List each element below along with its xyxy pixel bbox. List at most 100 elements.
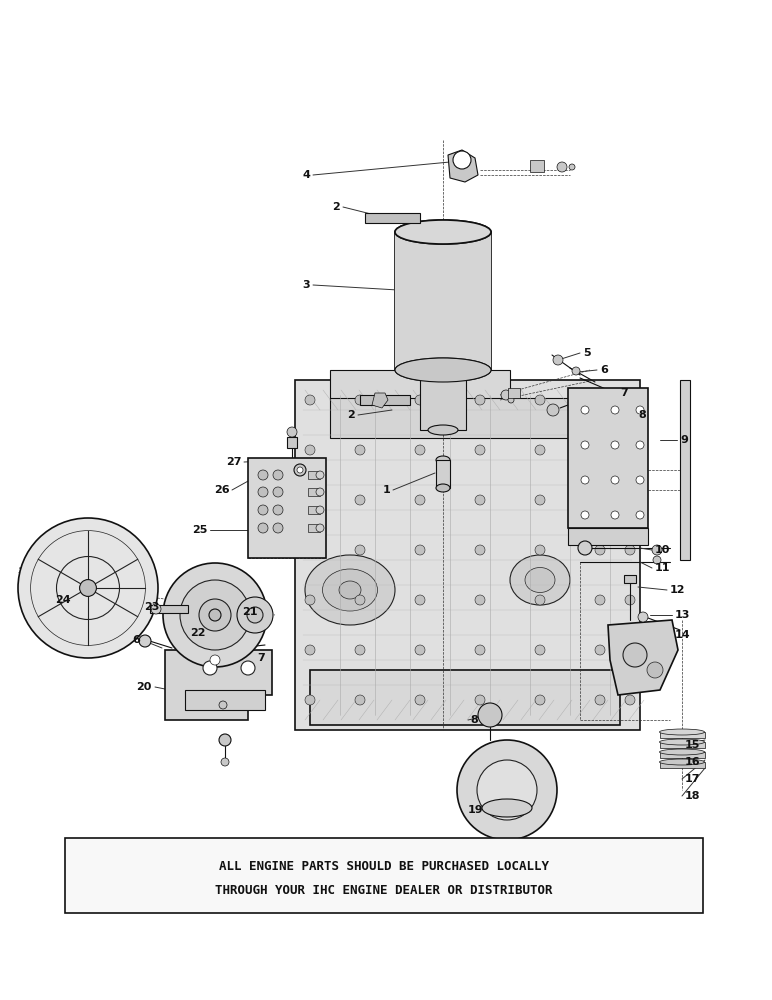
Text: 2: 2 bbox=[332, 202, 340, 212]
Ellipse shape bbox=[323, 569, 378, 611]
Text: ALL ENGINE PARTS SHOULD BE PURCHASED LOCALLY: ALL ENGINE PARTS SHOULD BE PURCHASED LOC… bbox=[219, 860, 549, 873]
Circle shape bbox=[595, 495, 605, 505]
Ellipse shape bbox=[510, 555, 570, 605]
Circle shape bbox=[415, 595, 425, 605]
Circle shape bbox=[151, 604, 161, 614]
Circle shape bbox=[625, 695, 635, 705]
Circle shape bbox=[355, 645, 365, 655]
Circle shape bbox=[535, 695, 545, 705]
Circle shape bbox=[219, 701, 227, 709]
Circle shape bbox=[625, 545, 635, 555]
Circle shape bbox=[305, 545, 315, 555]
Circle shape bbox=[305, 695, 315, 705]
Circle shape bbox=[273, 505, 283, 515]
Circle shape bbox=[199, 599, 231, 631]
Circle shape bbox=[316, 471, 324, 479]
Circle shape bbox=[581, 476, 589, 484]
Circle shape bbox=[453, 151, 471, 169]
Text: 6: 6 bbox=[132, 635, 140, 645]
Bar bbox=[330, 398, 610, 438]
Bar bbox=[680, 380, 690, 560]
Circle shape bbox=[557, 162, 567, 172]
Ellipse shape bbox=[436, 484, 450, 492]
Circle shape bbox=[611, 511, 619, 519]
Circle shape bbox=[478, 703, 502, 727]
Circle shape bbox=[581, 406, 589, 414]
Ellipse shape bbox=[395, 220, 491, 244]
Ellipse shape bbox=[428, 425, 458, 435]
Circle shape bbox=[273, 487, 283, 497]
Ellipse shape bbox=[395, 220, 491, 244]
Circle shape bbox=[247, 607, 263, 623]
Text: 17: 17 bbox=[685, 774, 700, 784]
Circle shape bbox=[222, 645, 232, 655]
Circle shape bbox=[241, 661, 255, 675]
Ellipse shape bbox=[659, 729, 705, 735]
Bar bbox=[568, 388, 648, 528]
Circle shape bbox=[595, 395, 605, 405]
Ellipse shape bbox=[659, 739, 705, 745]
Bar bbox=[530, 160, 544, 172]
Circle shape bbox=[203, 661, 217, 675]
Bar bbox=[660, 762, 705, 768]
Bar bbox=[308, 506, 320, 514]
Circle shape bbox=[475, 645, 485, 655]
Bar bbox=[330, 370, 510, 400]
Bar bbox=[360, 395, 410, 405]
Circle shape bbox=[475, 495, 485, 505]
Circle shape bbox=[595, 595, 605, 605]
Ellipse shape bbox=[482, 799, 532, 817]
Text: 7: 7 bbox=[620, 388, 628, 398]
Circle shape bbox=[415, 695, 425, 705]
Circle shape bbox=[595, 445, 605, 455]
Text: 3: 3 bbox=[303, 280, 310, 290]
Text: 10: 10 bbox=[655, 545, 670, 555]
Text: 27: 27 bbox=[226, 457, 242, 467]
Polygon shape bbox=[372, 393, 388, 408]
Circle shape bbox=[457, 740, 557, 840]
Text: 25: 25 bbox=[193, 525, 208, 535]
Circle shape bbox=[475, 545, 485, 555]
Text: 6: 6 bbox=[600, 365, 608, 375]
Bar bbox=[436, 460, 450, 488]
Ellipse shape bbox=[395, 358, 491, 382]
Circle shape bbox=[553, 355, 563, 365]
Circle shape bbox=[305, 595, 315, 605]
Text: 13: 13 bbox=[675, 610, 690, 620]
Circle shape bbox=[611, 406, 619, 414]
Circle shape bbox=[210, 655, 220, 665]
Circle shape bbox=[475, 595, 485, 605]
Ellipse shape bbox=[305, 555, 395, 625]
Text: 12: 12 bbox=[670, 585, 686, 595]
Bar bbox=[308, 488, 320, 496]
Circle shape bbox=[219, 734, 231, 746]
Circle shape bbox=[581, 511, 589, 519]
Text: 15: 15 bbox=[685, 740, 700, 750]
Circle shape bbox=[636, 476, 644, 484]
Circle shape bbox=[258, 470, 268, 480]
Circle shape bbox=[625, 645, 635, 655]
Text: 24: 24 bbox=[55, 595, 70, 605]
Circle shape bbox=[578, 541, 592, 555]
Circle shape bbox=[611, 441, 619, 449]
Text: 26: 26 bbox=[215, 485, 230, 495]
Circle shape bbox=[316, 524, 324, 532]
Circle shape bbox=[221, 758, 229, 766]
Circle shape bbox=[355, 695, 365, 705]
Bar bbox=[308, 471, 320, 479]
Circle shape bbox=[535, 545, 545, 555]
Circle shape bbox=[638, 612, 648, 622]
Circle shape bbox=[163, 563, 267, 667]
Bar bbox=[660, 732, 705, 738]
Circle shape bbox=[415, 445, 425, 455]
Circle shape bbox=[258, 523, 268, 533]
Circle shape bbox=[258, 505, 268, 515]
Circle shape bbox=[475, 695, 485, 705]
Bar bbox=[420, 370, 466, 430]
Circle shape bbox=[273, 523, 283, 533]
Circle shape bbox=[636, 441, 644, 449]
Text: 4: 4 bbox=[302, 170, 310, 180]
Circle shape bbox=[475, 445, 485, 455]
Text: 22: 22 bbox=[190, 628, 205, 638]
Ellipse shape bbox=[436, 456, 450, 464]
